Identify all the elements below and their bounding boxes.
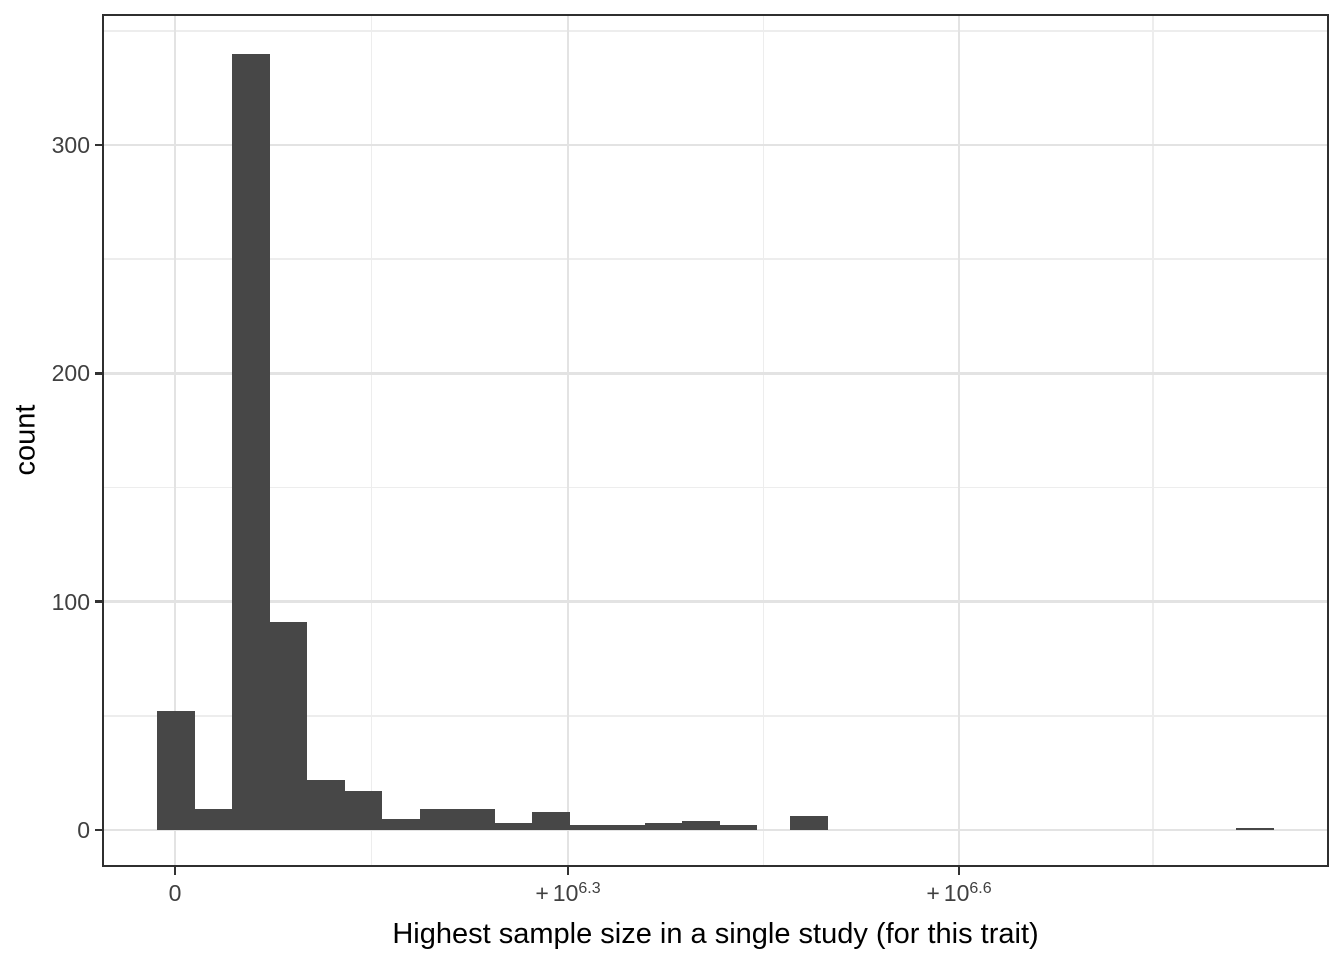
- gridline-vertical-minor: [1152, 16, 1154, 865]
- y-axis-tick-mark: [95, 372, 102, 375]
- plus-sign: +: [535, 880, 549, 906]
- histogram-bar: [457, 809, 495, 830]
- histogram-bar: [644, 823, 682, 830]
- histogram-bar: [194, 809, 232, 830]
- histogram-bar: [307, 779, 345, 830]
- plot-area: [104, 16, 1327, 865]
- x-axis-tick-mark: [566, 867, 570, 875]
- histogram-bar: [157, 711, 195, 830]
- gridline-horizontal-minor: [104, 30, 1327, 32]
- x-axis-tick-mark: [957, 867, 961, 875]
- x-axis-tick-mark: [173, 867, 177, 875]
- gridline-vertical-minor: [370, 16, 373, 865]
- plot-panel: [102, 14, 1329, 867]
- gridline-horizontal-minor: [104, 486, 1327, 489]
- histogram-bar: [494, 823, 532, 830]
- gridline-horizontal-major: [104, 828, 1327, 832]
- exponent: 6.3: [578, 880, 601, 897]
- x-tick-label: +106.6: [926, 880, 992, 906]
- histogram-bar: [532, 811, 570, 830]
- plus-sign: +: [926, 880, 940, 906]
- histogram-bar: [269, 622, 307, 830]
- histogram-bar: [607, 825, 645, 830]
- gridline-horizontal-minor: [104, 258, 1327, 260]
- histogram-bar: [569, 825, 607, 830]
- gridline-horizontal-minor: [104, 715, 1327, 717]
- exponent: 6.6: [969, 880, 992, 897]
- x-axis-title: Highest sample size in a single study (f…: [392, 918, 1039, 950]
- x-tick-label: 0: [168, 880, 182, 906]
- histogram-bar: [1236, 827, 1274, 830]
- histogram-bar: [682, 820, 720, 830]
- gridline-vertical-minor: [762, 16, 765, 865]
- gridline-horizontal-major: [104, 143, 1327, 147]
- gridline-vertical-major: [957, 16, 961, 865]
- y-axis-title: count: [9, 404, 42, 476]
- x-tick-label: +106.3: [535, 880, 601, 906]
- histogram-bar: [719, 825, 757, 830]
- y-axis-tick-mark: [95, 600, 102, 603]
- histogram-bar: [232, 53, 270, 830]
- gridline-vertical-major: [566, 16, 570, 865]
- y-tick-label: 200: [51, 360, 90, 387]
- gridline-horizontal-major: [104, 600, 1327, 603]
- histogram-bar: [790, 816, 828, 830]
- y-tick-label: 100: [51, 588, 90, 615]
- histogram-bar: [382, 818, 420, 830]
- y-tick-label: 300: [51, 132, 90, 158]
- gridline-vertical-major: [173, 16, 177, 865]
- gridline-horizontal-major: [104, 372, 1327, 375]
- y-axis-tick-mark: [95, 828, 102, 832]
- histogram-bar: [419, 809, 457, 830]
- histogram-bar: [344, 791, 382, 830]
- y-axis-tick-mark: [95, 143, 102, 147]
- y-tick-label: 0: [77, 817, 90, 843]
